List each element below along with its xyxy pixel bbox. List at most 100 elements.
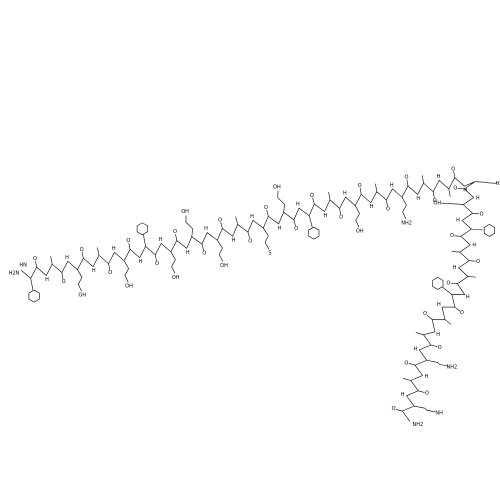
carbonyl-label: O — [451, 166, 455, 172]
carbonyl-label: O — [425, 391, 429, 397]
carbonyl-bond — [359, 187, 362, 195]
side-bond — [328, 191, 331, 200]
carbonyl-bond — [293, 219, 296, 227]
amide-label: H — [436, 332, 440, 338]
side-label: S — [268, 251, 271, 257]
amide-label: H — [296, 202, 300, 208]
side-bond — [50, 256, 53, 265]
aromatic-ring — [308, 226, 320, 240]
side-label: OH — [273, 185, 281, 191]
side-chain — [441, 202, 464, 205]
carbonyl-bond — [108, 263, 111, 271]
side-chain — [123, 260, 129, 283]
carbonyl-bond — [339, 208, 342, 215]
side-label: OH — [356, 229, 364, 235]
carbonyl-label: O — [460, 310, 464, 316]
carbonyl-bond — [432, 191, 435, 199]
carbonyl-label: O — [392, 406, 396, 412]
side-label: NH2 — [401, 220, 412, 226]
side-bond — [421, 175, 424, 184]
side-label: OH — [181, 209, 189, 215]
carbonyl-label: O — [404, 360, 408, 366]
carbonyl-bond — [453, 171, 456, 178]
side-chain — [170, 251, 176, 274]
carbonyl-bond — [454, 306, 461, 312]
carbonyl-label: O — [218, 217, 222, 223]
carbonyl-label: O — [155, 261, 159, 267]
carbonyl-label: O — [108, 270, 112, 276]
carbonyl-bond — [266, 209, 269, 217]
side-label: OH — [125, 284, 133, 290]
carbonyl-bond — [61, 272, 64, 279]
side-chain — [185, 215, 194, 237]
carbonyl-label: O — [80, 247, 84, 253]
carbonyl-label: O — [310, 193, 314, 199]
side-bond — [471, 228, 484, 231]
side-bond — [451, 251, 460, 253]
side-chain — [414, 405, 436, 413]
amide-label: H — [278, 225, 282, 231]
amide-label: H — [343, 191, 347, 197]
amide-label: H — [456, 218, 460, 224]
amide-label: H — [370, 204, 374, 210]
carbonyl-bond — [430, 344, 438, 348]
n-terminus: H2N — [9, 271, 20, 277]
carbonyl-label: O — [450, 233, 454, 239]
amide-label: H — [204, 226, 208, 232]
side-label: NH — [435, 411, 443, 417]
amide-label: H — [390, 182, 394, 188]
side-chain — [354, 205, 360, 228]
carbonyl-label: O — [446, 281, 450, 287]
carbonyl-bond — [395, 408, 403, 412]
amide-label: H — [466, 295, 470, 301]
amide-label: H — [139, 259, 143, 265]
amide-label: H — [112, 246, 116, 252]
side-bond — [97, 247, 100, 256]
side-label: OH — [220, 263, 228, 269]
aromatic-ring — [432, 277, 444, 290]
amide-label: H — [437, 174, 441, 180]
carbonyl-bond — [81, 251, 84, 259]
carbonyl-label: O — [404, 175, 408, 181]
carbonyl-label: O — [476, 259, 480, 265]
side-bond — [143, 234, 146, 247]
side-label: NH2 — [446, 365, 457, 371]
amide-label: H — [45, 277, 49, 283]
side-chain — [77, 269, 83, 292]
carbonyl-bond — [154, 254, 157, 262]
carbonyl-label: O — [202, 251, 206, 257]
side-label: OH — [433, 200, 441, 206]
c-terminus: NH2 — [412, 422, 423, 428]
amide-label: H — [250, 214, 254, 220]
side-bond — [448, 188, 451, 197]
amide-label: H — [414, 346, 418, 352]
side-label: H2N — [495, 181, 500, 187]
carbonyl-label: O — [248, 238, 252, 244]
amide-label: H — [472, 243, 476, 249]
carbonyl-bond — [386, 199, 388, 207]
carbonyl-label: O — [33, 256, 37, 262]
side-bond — [442, 286, 453, 295]
carbonyl-bond — [247, 231, 250, 239]
amide-label: H — [159, 237, 163, 243]
side-chain — [217, 240, 224, 262]
side-bond — [467, 276, 476, 278]
amide-label: H — [437, 302, 441, 308]
backbone — [20, 177, 476, 422]
carbonyl-bond — [426, 315, 433, 320]
amide-label: H — [401, 392, 405, 398]
amide-label: H — [425, 374, 429, 380]
carbonyl-label: O — [358, 183, 362, 189]
side-label: OH — [172, 275, 180, 281]
side-bond — [375, 183, 378, 192]
side-bond — [235, 216, 239, 225]
carbonyl-label: O — [386, 206, 390, 212]
aromatic-ring — [136, 222, 148, 236]
amide-label: H — [92, 268, 96, 274]
amide-label: H — [463, 188, 467, 194]
amide-label: H — [476, 195, 480, 201]
amide-label: HN — [19, 263, 27, 269]
side-chain — [426, 359, 449, 367]
